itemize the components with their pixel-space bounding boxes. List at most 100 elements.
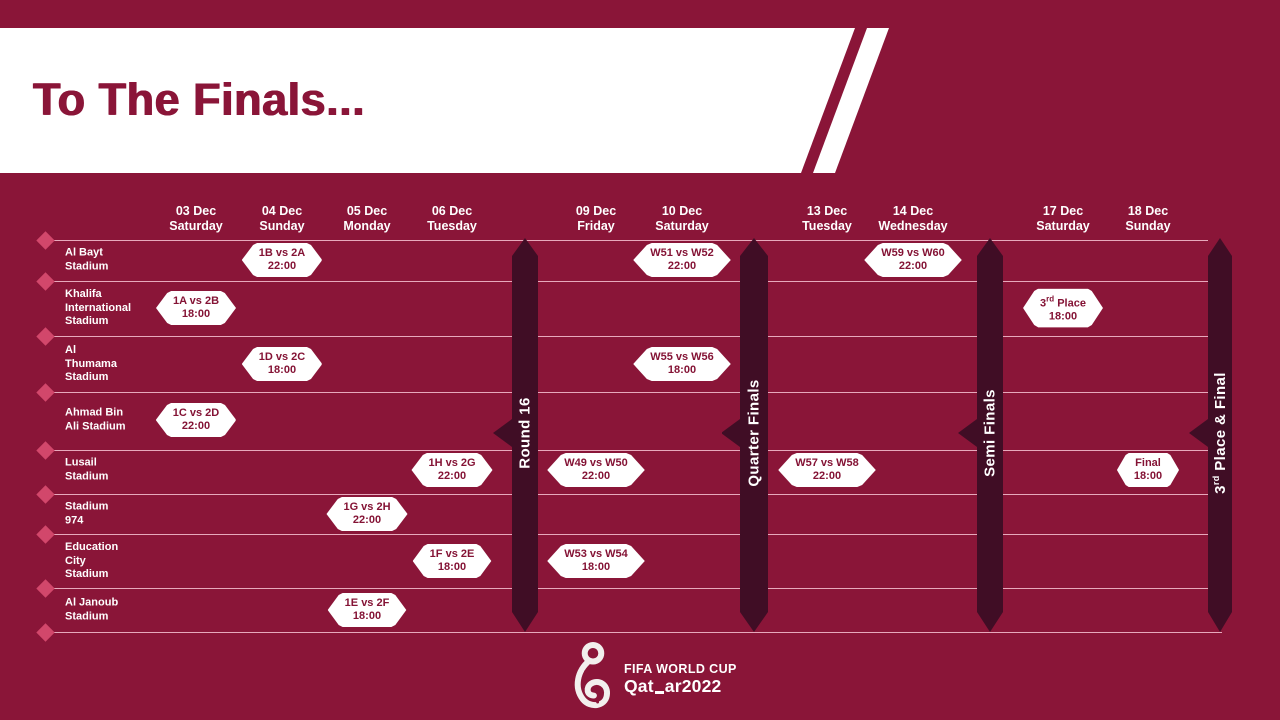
stage-ribbon: Semi Finals bbox=[958, 236, 1022, 636]
date-column-header: 17 Dec Saturday bbox=[1036, 204, 1090, 233]
match-badge: 3rd Place 18:00 bbox=[1023, 288, 1103, 328]
stadium-label: Khalifa International Stadium bbox=[65, 287, 132, 327]
wordmark-connector bbox=[654, 691, 664, 694]
match-teams: 1D vs 2C bbox=[258, 351, 306, 363]
match-badge: 1B vs 2A 22:00 bbox=[241, 243, 323, 277]
match-teams: 1F vs 2E bbox=[429, 548, 475, 560]
match-time: 22:00 bbox=[437, 470, 467, 482]
match-teams: W51 vs W52 bbox=[650, 247, 714, 259]
row-diamond-marker bbox=[36, 623, 55, 642]
row-diamond-marker bbox=[36, 579, 55, 598]
match-badge: W53 vs W54 18:00 bbox=[547, 544, 645, 578]
date-column-header: 09 Dec Friday bbox=[575, 204, 617, 233]
match-time: 18:00 bbox=[1133, 470, 1163, 482]
row-diamond-marker bbox=[36, 525, 55, 544]
stadium-label: Al Bayt Stadium bbox=[65, 246, 109, 273]
grid-line bbox=[52, 494, 1208, 496]
logo-wordmark: FIFA WORLD CUP Qat ar 2022 bbox=[624, 662, 737, 697]
match-time: 18:00 bbox=[667, 364, 697, 376]
logo-brand-text: FIFA WORLD CUP bbox=[624, 661, 737, 676]
date-column-header: 13 Dec Tuesday bbox=[802, 204, 852, 233]
match-time: 18:00 bbox=[352, 610, 382, 622]
match-badge: 1H vs 2G 22:00 bbox=[411, 453, 493, 487]
match-badge: Final 18:00 bbox=[1116, 453, 1180, 487]
match-time: 22:00 bbox=[267, 260, 297, 272]
match-time: 18:00 bbox=[181, 308, 211, 320]
stage-ribbon: 3rd Place & Final bbox=[1188, 236, 1252, 636]
row-diamond-marker bbox=[36, 441, 55, 460]
stadium-label: Al Thumama Stadium bbox=[65, 343, 117, 383]
match-teams: 3rd Place bbox=[1040, 294, 1086, 310]
match-badge: W51 vs W52 22:00 bbox=[633, 243, 731, 277]
match-time: 18:00 bbox=[1048, 310, 1078, 323]
logo-qatar-2022: Qat ar 2022 bbox=[624, 675, 722, 696]
match-teams: 1G vs 2H bbox=[343, 501, 391, 513]
stage-ribbon-label: Quarter Finals bbox=[745, 379, 763, 487]
match-time: 22:00 bbox=[581, 470, 611, 482]
match-time: 22:00 bbox=[812, 470, 842, 482]
date-column-header: 03 Dec Saturday bbox=[169, 204, 223, 233]
match-teams: W57 vs W58 bbox=[795, 457, 859, 469]
row-diamond-marker bbox=[36, 485, 55, 504]
grid-line bbox=[52, 632, 1222, 634]
stage-ribbon-label: 3rd Place & Final bbox=[1211, 372, 1229, 494]
stadium-label: Stadium 974 bbox=[65, 500, 109, 527]
match-teams: W59 vs W60 bbox=[881, 247, 945, 259]
match-teams: Final bbox=[1135, 457, 1161, 469]
match-teams: W53 vs W54 bbox=[564, 548, 628, 560]
date-column-header: 06 Dec Tuesday bbox=[427, 204, 477, 233]
stage-ribbon: Quarter Finals bbox=[722, 236, 786, 636]
match-teams: 1H vs 2G bbox=[428, 457, 476, 469]
date-column-header: 18 Dec Sunday bbox=[1125, 204, 1171, 233]
match-badge: 1C vs 2D 22:00 bbox=[155, 403, 237, 437]
match-badge: 1D vs 2C 18:00 bbox=[241, 347, 323, 381]
row-diamond-marker bbox=[36, 327, 55, 346]
match-badge: W59 vs W60 22:00 bbox=[864, 243, 962, 277]
match-teams: 1C vs 2D bbox=[172, 407, 220, 419]
stage-ribbon-label: Semi Finals bbox=[981, 389, 999, 477]
grid-line bbox=[52, 336, 1208, 338]
match-time: 22:00 bbox=[898, 260, 928, 272]
grid-line bbox=[52, 534, 1208, 536]
date-column-header: 04 Dec Sunday bbox=[259, 204, 305, 233]
stadium-label: Education City Stadium bbox=[65, 540, 119, 580]
stadium-label: Ahmad Bin Ali Stadium bbox=[65, 406, 126, 433]
match-badge: 1G vs 2H 22:00 bbox=[326, 497, 408, 531]
row-diamond-marker bbox=[36, 383, 55, 402]
grid-line bbox=[52, 450, 1208, 452]
match-badge: 1A vs 2B 18:00 bbox=[155, 291, 237, 325]
match-time: 22:00 bbox=[181, 420, 211, 432]
match-time: 18:00 bbox=[437, 561, 467, 573]
match-time: 18:00 bbox=[267, 364, 297, 376]
date-column-header: 05 Dec Monday bbox=[343, 204, 391, 233]
grid-line bbox=[52, 588, 1208, 590]
match-teams: 1A vs 2B bbox=[172, 295, 220, 307]
match-badge: W57 vs W58 22:00 bbox=[778, 453, 876, 487]
match-badge: 1F vs 2E 18:00 bbox=[412, 544, 492, 578]
match-badge: W55 vs W56 18:00 bbox=[633, 347, 731, 381]
grid-line bbox=[52, 281, 1208, 283]
match-teams: W49 vs W50 bbox=[564, 457, 628, 469]
match-badge: 1E vs 2F 18:00 bbox=[327, 593, 407, 627]
row-diamond-marker bbox=[36, 272, 55, 291]
page-title: To The Finals... bbox=[33, 74, 366, 125]
grid-line bbox=[52, 240, 1208, 242]
date-column-header: 14 Dec Wednesday bbox=[878, 204, 948, 233]
world-cup-emblem-icon bbox=[574, 641, 610, 709]
stage-ribbon-label: Round 16 bbox=[516, 397, 534, 469]
match-time: 22:00 bbox=[667, 260, 697, 272]
grid-line bbox=[52, 392, 1208, 394]
date-column-header: 10 Dec Saturday bbox=[655, 204, 709, 233]
match-teams: W55 vs W56 bbox=[650, 351, 714, 363]
match-badge: W49 vs W50 22:00 bbox=[547, 453, 645, 487]
match-teams: 1B vs 2A bbox=[258, 247, 306, 259]
fifa-world-cup-logo: FIFA WORLD CUP Qat ar 2022 bbox=[570, 641, 737, 717]
match-teams: 1E vs 2F bbox=[344, 597, 390, 609]
match-time: 22:00 bbox=[352, 514, 382, 526]
stadium-label: Al Janoub Stadium bbox=[65, 596, 119, 623]
match-time: 18:00 bbox=[581, 561, 611, 573]
stage-ribbon: Round 16 bbox=[493, 236, 557, 636]
stadium-label: Lusail Stadium bbox=[65, 456, 109, 483]
row-diamond-marker bbox=[36, 231, 55, 250]
